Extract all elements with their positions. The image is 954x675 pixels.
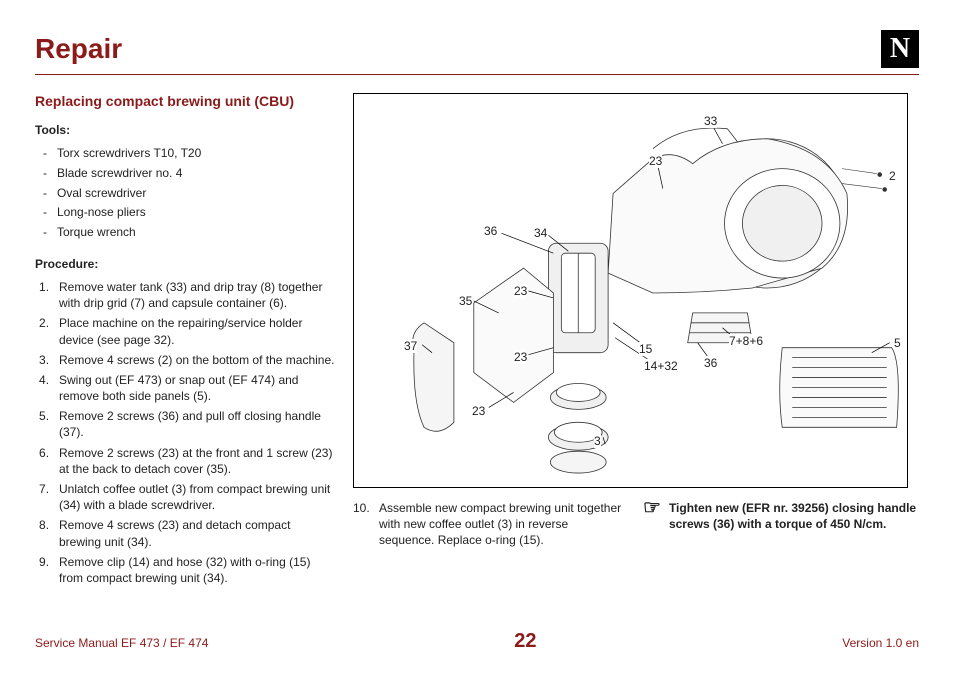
procedure-heading: Procedure: [35,257,335,271]
tool-item: Blade screwdriver no. 4 [43,165,335,182]
step-item: Remove 4 screws (2) on the bottom of the… [39,352,335,368]
step-item: Remove clip (14) and hose (32) with o-ri… [39,554,335,586]
page-title: Repair [35,33,122,65]
callout-label: 36 [704,356,717,370]
step-item: Unlatch coffee outlet (3) from compact b… [39,481,335,513]
tool-item: Torx screwdrivers T10, T20 [43,145,335,162]
callout-label: 33 [704,114,717,128]
torque-note-text: Tighten new (EFR nr. 39256) closing hand… [669,500,919,549]
torque-note: ☞ Tighten new (EFR nr. 39256) closing ha… [643,500,919,549]
callout-label: 37 [404,339,417,353]
step-item: Remove 4 screws (23) and detach compact … [39,517,335,549]
tool-item: Torque wrench [43,224,335,241]
pointing-hand-icon: ☞ [643,498,661,547]
callout-label: 35 [459,294,472,308]
diagram-svg [354,94,907,487]
step-item: Remove water tank (33) and drip tray (8)… [39,279,335,311]
content-area: Replacing compact brewing unit (CBU) Too… [35,93,919,590]
page-number: 22 [514,630,536,653]
callout-label: 34 [534,226,547,240]
step-10-number: 10. [353,500,379,549]
tool-item: Oval screwdriver [43,185,335,202]
procedure-steps: Remove water tank (33) and drip tray (8)… [35,279,335,586]
callout-label: 7+8+6 [729,334,763,348]
callout-label: 23 [472,404,485,418]
footer-left: Service Manual EF 473 / EF 474 [35,636,208,650]
footer-right: Version 1.0 en [842,636,919,650]
callout-label: 15 [639,342,652,356]
exploded-diagram: 33 23 2 36 34 35 23 37 23 23 15 14+32 7+8+6 36 5 3 [353,93,908,488]
logo-glyph: N [890,33,910,65]
callout-label: 2 [889,169,896,183]
step-10: 10. Assemble new compact brewing unit to… [353,500,623,549]
tool-item: Long-nose pliers [43,204,335,221]
callout-label: 23 [649,154,662,168]
step-item: Remove 2 screws (23) at the front and 1 … [39,445,335,477]
page-footer: Service Manual EF 473 / EF 474 22 Versio… [35,630,919,653]
below-diagram-row: 10. Assemble new compact brewing unit to… [353,500,919,549]
callout-label: 36 [484,224,497,238]
callout-label: 3 [594,434,601,448]
page-header: Repair N [35,30,919,75]
tools-heading: Tools: [35,123,335,137]
step-item: Place machine on the repairing/service h… [39,315,335,347]
brand-logo: N [881,30,919,68]
tools-list: Torx screwdrivers T10, T20 Blade screwdr… [35,145,335,241]
step-item: Remove 2 screws (36) and pull off closin… [39,408,335,440]
callout-label: 23 [514,350,527,364]
right-column: 33 23 2 36 34 35 23 37 23 23 15 14+32 7+8+6 36 5 3 10. … [353,93,919,590]
callout-label: 23 [514,284,527,298]
step-10-text: Assemble new compact brewing unit togeth… [379,500,623,549]
left-column: Replacing compact brewing unit (CBU) Too… [35,93,335,590]
callout-label: 14+32 [644,359,678,373]
step-item: Swing out (EF 473) or snap out (EF 474) … [39,372,335,404]
callout-label: 5 [894,336,901,350]
section-title: Replacing compact brewing unit (CBU) [35,93,335,109]
